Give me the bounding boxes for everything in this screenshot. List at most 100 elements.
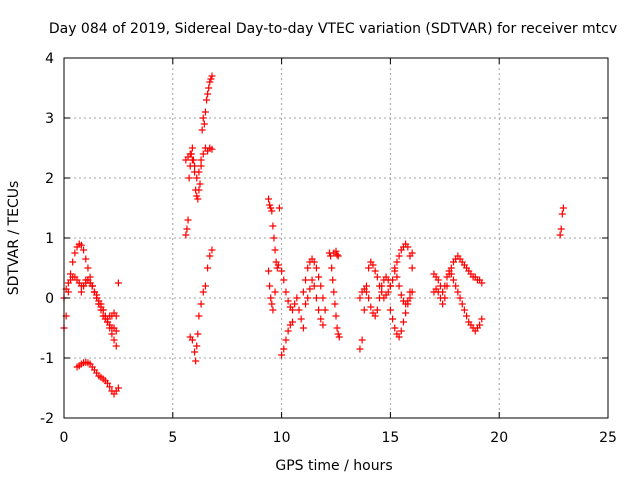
data-point: [299, 288, 307, 296]
data-point: [194, 195, 202, 203]
data-point: [194, 330, 202, 338]
data-point: [334, 252, 342, 260]
data-point: [310, 258, 318, 266]
data-point: [288, 306, 296, 314]
data-point: [328, 264, 336, 272]
series-arc-v: [430, 267, 486, 335]
data-point: [395, 252, 403, 260]
data-point: [408, 264, 416, 272]
data-point: [386, 306, 394, 314]
data-point: [463, 312, 471, 320]
data-point: [184, 216, 192, 224]
series-arc-l: [299, 255, 329, 314]
data-point: [450, 276, 458, 284]
data-point: [386, 282, 394, 290]
data-point: [308, 276, 316, 284]
data-point: [356, 294, 364, 302]
data-point: [332, 312, 340, 320]
data-point: [269, 222, 277, 230]
data-point: [404, 243, 412, 251]
data-point: [378, 282, 386, 290]
data-point: [402, 309, 410, 317]
data-point: [559, 204, 567, 212]
data-point: [201, 108, 209, 116]
data-point: [193, 174, 201, 182]
ticks-layer: 0 5 10 15 20 25 -2 -1 0 1 2 3 4: [40, 51, 617, 446]
data-point: [319, 294, 327, 302]
data-point: [273, 264, 281, 272]
data-point: [447, 270, 455, 278]
data-point: [82, 255, 90, 263]
data-point: [302, 276, 310, 284]
data-point: [439, 300, 447, 308]
data-point: [317, 315, 325, 323]
data-point: [77, 241, 85, 249]
y-tick-label: 3: [45, 111, 54, 127]
data-point: [205, 84, 213, 92]
data-point: [331, 300, 339, 308]
series-arc-w: [556, 204, 567, 239]
data-point: [295, 306, 303, 314]
data-point: [282, 288, 290, 296]
data-point: [393, 273, 401, 281]
data-point: [389, 276, 397, 284]
data-point: [378, 288, 386, 296]
data-point: [193, 192, 201, 200]
data-point: [478, 279, 486, 287]
data-point: [208, 246, 216, 254]
data-point: [267, 204, 275, 212]
data-point: [99, 306, 107, 314]
series-arc-n: [325, 249, 343, 341]
series-arc-h: [265, 195, 283, 272]
data-point: [478, 315, 486, 323]
data-point: [327, 252, 335, 260]
series-arc-j: [278, 267, 307, 332]
series-arc-r: [386, 240, 416, 290]
data-point: [193, 342, 201, 350]
data-point: [208, 145, 216, 153]
data-point: [454, 288, 462, 296]
data-point: [278, 351, 286, 359]
data-point: [188, 144, 196, 152]
data-point: [397, 327, 405, 335]
data-point: [191, 348, 199, 356]
data-point: [199, 288, 207, 296]
data-point: [312, 264, 320, 272]
data-point: [334, 330, 342, 338]
x-axis-label: GPS time / hours: [275, 458, 392, 474]
data-point: [333, 324, 341, 332]
data-point: [373, 273, 381, 281]
data-point: [280, 276, 288, 284]
series-arc-m: [302, 276, 327, 329]
data-point: [293, 294, 301, 302]
data-point: [371, 312, 379, 320]
data-point: [278, 267, 286, 275]
data-point: [362, 288, 370, 296]
x-tick-label: 10: [273, 430, 291, 446]
data-point: [197, 162, 205, 170]
data-point: [106, 383, 114, 391]
data-point: [207, 75, 215, 83]
data-point: [333, 251, 341, 259]
data-point: [185, 174, 193, 182]
data-point: [206, 252, 214, 260]
data-point: [452, 282, 460, 290]
data-point: [441, 294, 449, 302]
data-point: [321, 306, 329, 314]
data-points: [60, 72, 567, 398]
data-point: [439, 288, 447, 296]
data-point: [112, 327, 120, 335]
data-point: [557, 225, 565, 233]
data-point: [274, 261, 282, 269]
data-point: [395, 333, 403, 341]
data-point: [373, 306, 381, 314]
y-tick-label: 0: [45, 291, 54, 307]
data-point: [195, 168, 203, 176]
series-arc-a: [60, 240, 120, 350]
data-point: [188, 336, 196, 344]
series-arc-g: [186, 246, 216, 365]
data-point: [201, 282, 209, 290]
data-point: [97, 300, 105, 308]
y-tick-label: -2: [40, 411, 54, 427]
x-tick-label: 15: [381, 430, 399, 446]
